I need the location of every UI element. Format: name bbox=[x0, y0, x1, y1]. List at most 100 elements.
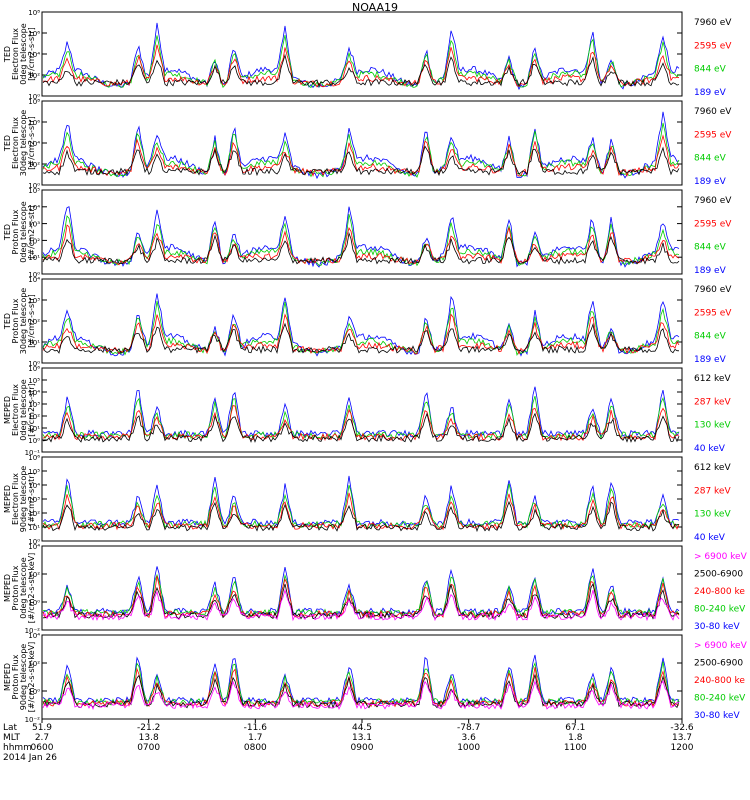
panel-6-ylabel: MEPED bbox=[3, 485, 12, 513]
panel-3-legend-0: 7960 eV bbox=[694, 196, 732, 206]
xaxis-mlt-value: 13.7 bbox=[672, 733, 692, 743]
panel-4-trace-189-ev bbox=[42, 293, 680, 357]
xaxis-mlt-value: 13.1 bbox=[352, 733, 372, 743]
panel-1-ylabel: Electron Flux bbox=[11, 28, 20, 80]
panel-6-trace-40-kev bbox=[42, 475, 680, 527]
panel-2-ytick-label: 10⁰ bbox=[28, 182, 40, 190]
panel-1-ytick-label: 10⁸ bbox=[28, 9, 40, 17]
panel-4-ytick-label: 10⁴ bbox=[28, 276, 40, 284]
panel-6-legend-0: 612 keV bbox=[694, 463, 731, 473]
panel-1-ytick-label: 10⁴ bbox=[28, 51, 40, 59]
panel-5-trace-40-kev bbox=[42, 386, 680, 439]
panel-5-ylabel: [#/cm2-s-str] bbox=[27, 383, 36, 436]
panel-4-legend-3: 189 eV bbox=[694, 355, 727, 365]
panel-7-ytick-label: 10² bbox=[28, 571, 40, 579]
panel-8-trace-240-800-ke bbox=[42, 667, 680, 708]
date-label: 2014 Jan 26 bbox=[3, 753, 57, 763]
panel-2-ylabel: TED bbox=[3, 135, 12, 152]
panel-3-trace-7960-ev bbox=[42, 231, 680, 265]
xaxis-mlt-value: 3.6 bbox=[462, 733, 477, 743]
panel-7-legend-1: 2500-6900 bbox=[694, 570, 743, 580]
panel-3-ylabel: [#/cm2-s-str] bbox=[27, 205, 36, 258]
xaxis-mlt-value: 13.8 bbox=[139, 733, 159, 743]
panel-7-ytick-label: 10⁴ bbox=[28, 543, 40, 551]
panel-6-ylabel: Electron Flux bbox=[11, 473, 20, 525]
panel-2-trace-2595-ev bbox=[42, 134, 680, 177]
panel-4-ytick-label: 10² bbox=[28, 318, 40, 326]
panel-7-trace--6900-kev bbox=[42, 588, 680, 622]
panel-8-ytick-label: 10⁰ bbox=[28, 688, 40, 696]
panel-6-ylabel: [#/cm2-s-str] bbox=[27, 472, 36, 525]
xaxis-row-label-hhmm: hhmm bbox=[3, 743, 32, 753]
panel-3-ytick-label: 10³ bbox=[28, 221, 40, 229]
panel-6-ytick-label: 10³ bbox=[28, 496, 40, 504]
panel-2-trace-7960-ev bbox=[42, 145, 680, 177]
panel-7-legend-3: 80-240 keV bbox=[694, 605, 746, 615]
panel-8-ytick-label: 10² bbox=[28, 660, 40, 668]
panel-6-frame bbox=[41, 456, 683, 542]
panel-8-legend-0: > 6900 keV bbox=[694, 641, 748, 651]
panel-7-ylabel: 0deg telescope bbox=[19, 557, 28, 618]
panel-4-ylabel: 30deg telescope bbox=[19, 288, 28, 355]
xaxis-lat-value: -78.7 bbox=[457, 723, 480, 733]
panel-6-trace-130-kev bbox=[42, 483, 680, 529]
panel-8-legend-3: 80-240 keV bbox=[694, 694, 746, 704]
panel-7-ylabel: MEPED bbox=[3, 574, 12, 602]
panel-5-legend-0: 612 keV bbox=[694, 374, 731, 384]
panel-5-ytick-label: 10³ bbox=[28, 401, 40, 409]
panel-6-trace-612-kev bbox=[42, 500, 680, 533]
panel-7-ytick-label: 10⁻² bbox=[25, 627, 41, 635]
panel-4-trace-2595-ev bbox=[42, 313, 680, 355]
panel-2-ylabel: [#/cm2-s-str] bbox=[27, 116, 36, 169]
panel-5-frame bbox=[41, 367, 683, 453]
panel-8-legend-2: 240-800 ke bbox=[694, 676, 745, 686]
panel-5-ytick-label: 10⁴ bbox=[28, 389, 40, 397]
panel-8-trace-30-80-kev bbox=[42, 654, 680, 706]
panel-8-ylabel: MEPED bbox=[3, 663, 12, 691]
panel-4-ylabel: [#/cm2-s-str] bbox=[27, 294, 36, 347]
panel-8-legend-1: 2500-6900 bbox=[694, 659, 743, 669]
panel-6-ytick-label: 10⁶ bbox=[28, 454, 40, 462]
panel-3-frame bbox=[41, 189, 683, 275]
panel-2-legend-3: 189 eV bbox=[694, 177, 727, 187]
panel-8-trace--6900-kev bbox=[42, 679, 680, 710]
panel-1-ytick-label: 10⁰ bbox=[28, 93, 40, 101]
panel-3-ytick-label: 10⁴ bbox=[28, 204, 40, 212]
panel-4-ylabel: Proton Flux bbox=[11, 298, 20, 343]
panel-2-legend-1: 2595 eV bbox=[694, 130, 732, 140]
xaxis-lat-value: 44.5 bbox=[352, 723, 372, 733]
xaxis-lat-value: 67.1 bbox=[565, 723, 585, 733]
panel-4-legend-2: 844 eV bbox=[694, 332, 727, 342]
panel-3-legend-1: 2595 eV bbox=[694, 219, 732, 229]
panel-1-ylabel: [#/cm2-s-str] bbox=[27, 27, 36, 80]
panel-7-trace-30-80-kev bbox=[42, 566, 680, 616]
panel-3-trace-189-ev bbox=[42, 206, 680, 268]
panel-7-legend-2: 240-800 ke bbox=[694, 587, 745, 597]
panel-6-legend-1: 287 keV bbox=[694, 486, 731, 496]
panel-8-ylabel: Proton Flux bbox=[11, 654, 20, 699]
panel-7-legend-4: 30-80 keV bbox=[694, 622, 740, 632]
panel-7-frame bbox=[41, 545, 683, 631]
panel-1-ytick-label: 10² bbox=[28, 72, 40, 80]
panel-5-ytick-label: 10⁻¹ bbox=[25, 449, 41, 457]
panel-1-trace-7960-ev bbox=[42, 53, 680, 87]
panel-3-ylabel: TED bbox=[3, 224, 12, 241]
panel-2-ytick-label: 10⁶ bbox=[28, 119, 40, 127]
xaxis-lat-value: -21.2 bbox=[137, 723, 160, 733]
panel-7-ylabel: [#/cm2-s-str-keV] bbox=[27, 553, 36, 624]
xaxis-lat-value: -32.6 bbox=[670, 723, 694, 733]
panel-5-ylabel: 0deg telescope bbox=[19, 379, 28, 440]
panel-1-ylabel: TED bbox=[3, 46, 12, 63]
panel-3-trace-844-ev bbox=[42, 214, 680, 267]
panel-5-trace-612-kev bbox=[42, 412, 680, 443]
panel-8-ylabel: [#/cm2-s-str-keV] bbox=[27, 642, 36, 713]
xaxis-mlt-value: 1.7 bbox=[248, 733, 262, 743]
panel-6-ytick-label: 10² bbox=[28, 510, 40, 518]
panel-5-legend-1: 287 keV bbox=[694, 397, 731, 407]
panel-6-legend-3: 40 keV bbox=[694, 533, 726, 543]
panel-3-ytick-label: 10² bbox=[28, 237, 40, 245]
panel-4-legend-0: 7960 eV bbox=[694, 285, 732, 295]
xaxis-hhmm-value: 0800 bbox=[244, 743, 267, 753]
panel-4-legend-1: 2595 eV bbox=[694, 308, 732, 318]
panel-5-legend-2: 130 keV bbox=[694, 421, 731, 431]
